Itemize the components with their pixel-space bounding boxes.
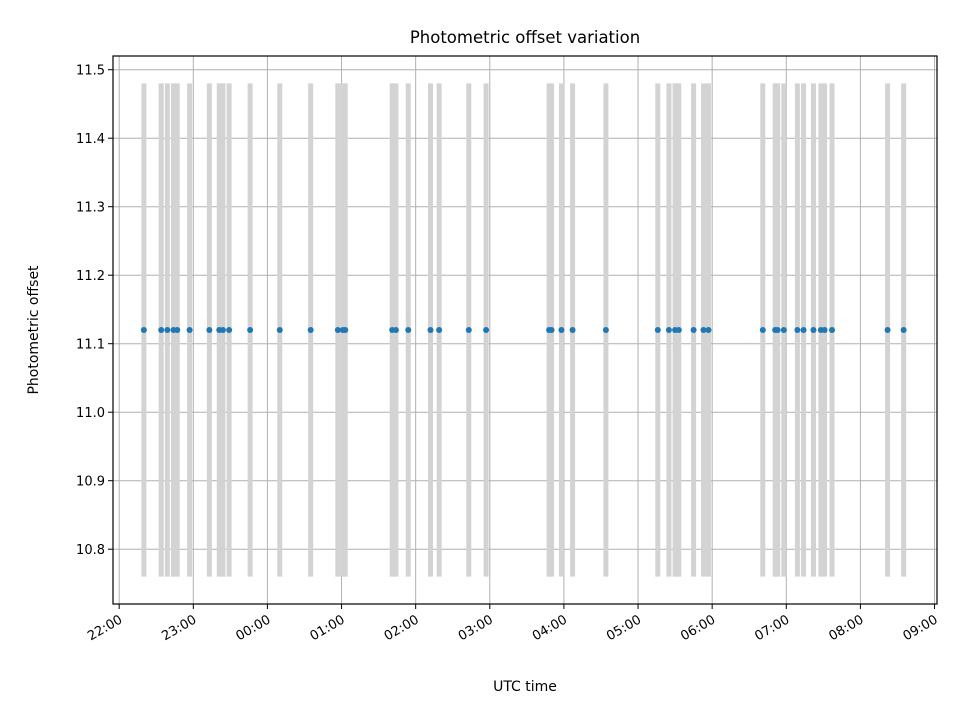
- data-point: [158, 327, 165, 333]
- data-point: [465, 327, 472, 333]
- data-point: [174, 327, 181, 333]
- plot-frame: [112, 55, 938, 605]
- data-point: [219, 327, 226, 333]
- data-point: [140, 327, 147, 333]
- data-point: [665, 327, 672, 333]
- y-tick-label: 11.5: [76, 64, 105, 79]
- data-point: [794, 327, 801, 333]
- data-point: [206, 327, 213, 333]
- data-point: [654, 327, 661, 333]
- y-tick-label: 11.2: [76, 269, 105, 284]
- data-point: [548, 327, 555, 333]
- data-point: [690, 327, 697, 333]
- data-point: [569, 327, 576, 333]
- data-point: [186, 327, 193, 333]
- data-point: [164, 327, 171, 333]
- y-tick-label: 10.9: [76, 475, 105, 490]
- data-point: [800, 327, 807, 333]
- data-point: [821, 327, 828, 333]
- data-point: [247, 327, 254, 333]
- y-tick-label: 11.4: [76, 132, 105, 147]
- data-points: [140, 327, 907, 333]
- data-point: [427, 327, 434, 333]
- data-point: [483, 327, 490, 333]
- y-axis-ticks: 10.8 10.9 11.0 11.1 11.2 11.3 11.4 11.5: [76, 64, 113, 558]
- data-point: [405, 327, 412, 333]
- data-point: [828, 327, 835, 333]
- y-tick-label: 11.1: [76, 338, 105, 353]
- data-point: [558, 327, 565, 333]
- data-point: [334, 327, 341, 333]
- data-point: [307, 327, 314, 333]
- x-axis-label: UTC time: [493, 679, 557, 695]
- data-point: [780, 327, 787, 333]
- y-tick-label: 11.0: [76, 406, 105, 421]
- data-point: [392, 327, 399, 333]
- data-point: [810, 327, 817, 333]
- data-point: [226, 327, 233, 333]
- y-tick-label: 11.3: [76, 201, 105, 216]
- chart-title: Photometric offset variation: [410, 28, 640, 47]
- data-point: [759, 327, 766, 333]
- data-point: [276, 327, 283, 333]
- y-tick-label: 10.8: [76, 543, 105, 558]
- data-point: [900, 327, 907, 333]
- data-point: [705, 327, 712, 333]
- data-point: [436, 327, 443, 333]
- data-point: [774, 327, 781, 333]
- y-axis-label: Photometric offset: [26, 265, 42, 395]
- data-point: [602, 327, 609, 333]
- data-point: [675, 327, 682, 333]
- data-point: [700, 327, 707, 333]
- data-point: [884, 327, 891, 333]
- data-point: [342, 327, 349, 333]
